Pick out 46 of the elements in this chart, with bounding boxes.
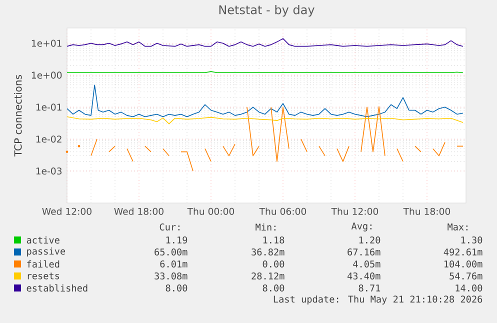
- text: 67.16m: [348, 248, 380, 256]
- text: 8.71: [358, 284, 380, 292]
- text: 1.20: [359, 236, 380, 244]
- text: 65.00m: [154, 248, 188, 256]
- legend-label: established: [26, 284, 88, 292]
- x-tick-label: Wed 18:00: [114, 208, 164, 215]
- line-series: [67, 84, 464, 118]
- text: 0.00: [262, 260, 284, 268]
- text: 1.19: [166, 236, 188, 244]
- text: Min:: [256, 223, 276, 231]
- x-tick-label: Thu 18:00: [403, 208, 450, 215]
- legend-label: resets: [28, 272, 60, 280]
- text: 4.05m: [353, 260, 380, 268]
- text: 14.00: [456, 284, 482, 292]
- text: 492.61m: [444, 248, 482, 256]
- y-tick-label: 1e+00: [32, 72, 62, 79]
- y-axis-title: TCP connections: [14, 74, 22, 157]
- line-series: [67, 116, 464, 124]
- text: 28.12m: [252, 272, 284, 280]
- text: 6.01m: [160, 260, 188, 268]
- x-tick-label: Wed 12:00: [42, 208, 92, 215]
- text: 104.00m: [444, 260, 482, 268]
- x-tick-label: Thu 06:00: [259, 208, 306, 215]
- legend-label: passive: [27, 247, 66, 257]
- text: 33.08m: [154, 272, 188, 280]
- x-tick-label: Thu 12:00: [331, 208, 378, 215]
- text: 36.82m: [252, 248, 284, 256]
- legend-label: active: [26, 236, 60, 244]
- text: 8.00: [262, 284, 284, 292]
- text: Avg:: [351, 222, 372, 232]
- y-tick-label: 1e-02: [36, 136, 62, 143]
- text: Cur:: [160, 223, 180, 231]
- text: 43.40m: [347, 272, 380, 280]
- text: Max:: [448, 224, 468, 230]
- text: 8.00: [166, 284, 188, 292]
- y-tick-label: 1e+01: [32, 40, 62, 47]
- y-tick-label: 1e-03: [36, 168, 62, 175]
- line-series: [67, 38, 464, 47]
- text: 1.18: [263, 236, 284, 244]
- chart-title: Netstat - by day: [219, 5, 314, 17]
- legend-label: failed: [27, 260, 60, 268]
- text: 1.30: [461, 236, 482, 244]
- x-tick-label: Thu 00:00: [187, 208, 234, 215]
- text: Last update: Thu May 21 21:10:28 2026: [274, 295, 482, 305]
- text: 54.76m: [450, 272, 482, 280]
- y-tick-label: 1e-01: [36, 104, 62, 111]
